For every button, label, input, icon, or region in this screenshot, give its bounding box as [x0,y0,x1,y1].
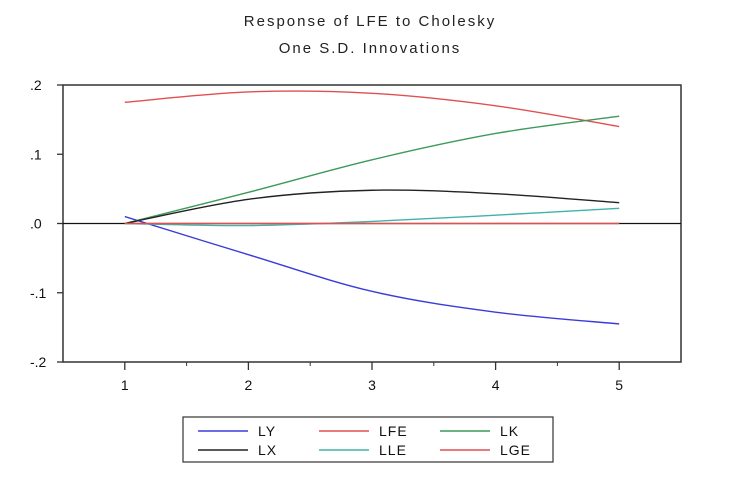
y-tick-label: -.1 [30,285,47,301]
x-tick-label: 1 [121,377,129,393]
legend-label-lfe: LFE [379,423,408,439]
x-tick-label: 5 [615,377,623,393]
chart-subtitle: One S.D. Innovations [279,40,462,57]
x-tick-label: 4 [492,377,500,393]
series-line-lle [124,207,620,227]
series-line-ly [124,215,620,325]
legend-box [182,416,554,463]
chart-title: Response of LFE to Cholesky [244,13,496,30]
series-line-lfe [124,90,620,128]
y-tick-label: .0 [30,216,42,232]
y-tick-label: .1 [30,146,42,162]
y-tick-label: -.2 [30,354,47,370]
legend-label-lge: LGE [500,442,531,458]
series-lines [124,90,620,325]
x-tick-label: 2 [245,377,253,393]
x-tick-label: 3 [368,377,376,393]
legend: LY LFE LK LX LLE LGE [182,416,554,463]
y-axis: .2 .1 .0 -.1 -.2 [30,77,63,370]
legend-label-lx: LX [258,442,277,458]
legend-label-lk: LK [500,423,519,439]
y-tick-label: .2 [30,77,42,93]
legend-label-ly: LY [258,423,276,439]
series-line-lk [124,115,620,225]
legend-label-lle: LLE [379,442,407,458]
series-line-lx [124,189,620,225]
x-axis: 1 2 3 4 5 [121,362,623,393]
